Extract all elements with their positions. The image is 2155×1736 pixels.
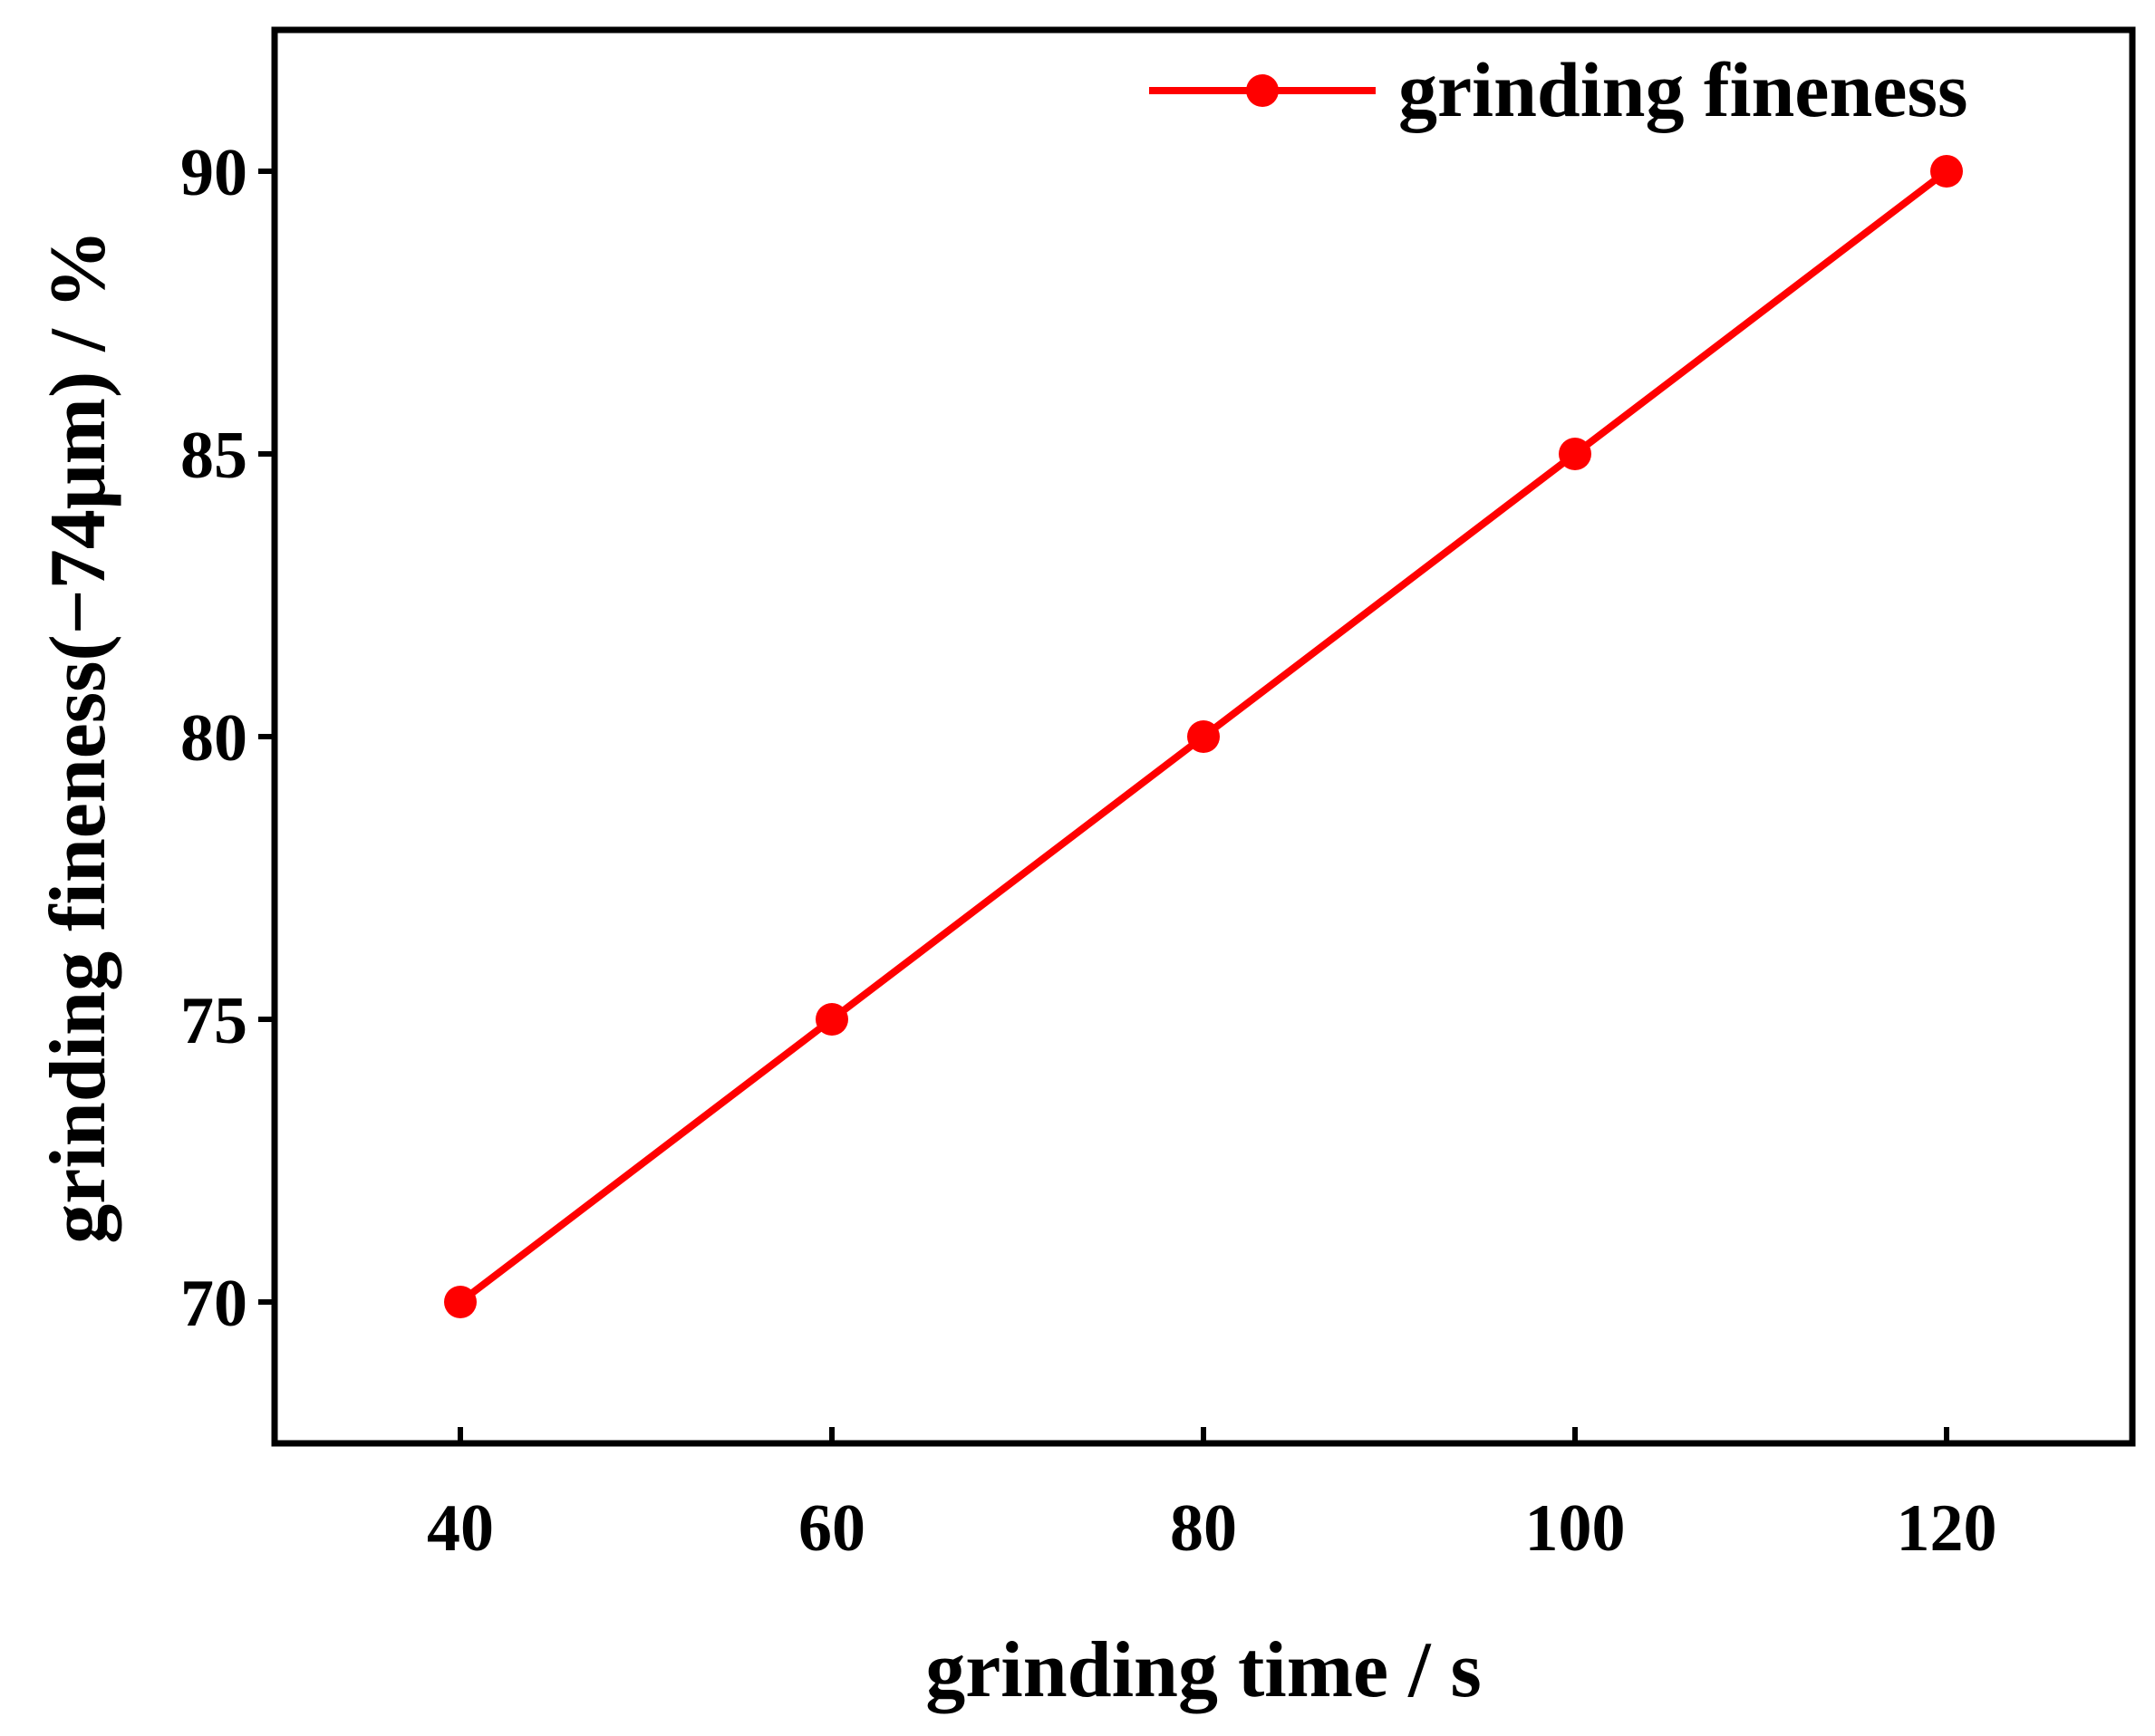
- series-layer: [444, 155, 1963, 1318]
- x-tick-label: 80: [1170, 1491, 1237, 1566]
- y-tick-label: 75: [180, 984, 247, 1058]
- x-tick-label: 100: [1525, 1491, 1626, 1566]
- y-tick-label: 85: [180, 419, 247, 493]
- x-tick-label: 120: [1897, 1491, 1997, 1566]
- y-tick-label: 80: [180, 701, 247, 776]
- x-axis: 40 60 80 100 120: [427, 1427, 1997, 1566]
- y-axis-title: grinding fineness(−74μm) / %: [34, 229, 122, 1243]
- x-tick-label: 40: [427, 1491, 494, 1566]
- y-axis: 70 75 80 85 90: [180, 136, 275, 1341]
- data-point: [1187, 720, 1220, 753]
- data-point: [444, 1286, 477, 1318]
- x-tick-label: 60: [798, 1491, 865, 1566]
- legend: grinding fineness: [1149, 46, 1967, 133]
- y-tick-label: 70: [180, 1267, 247, 1341]
- data-point: [1559, 438, 1591, 470]
- data-point: [1930, 155, 1963, 188]
- data-point: [816, 1003, 848, 1036]
- x-axis-title: grinding time / s: [925, 1626, 1482, 1714]
- legend-label: grinding fineness: [1398, 46, 1967, 133]
- legend-point-marker: [1246, 74, 1279, 107]
- y-tick-label: 90: [180, 136, 247, 210]
